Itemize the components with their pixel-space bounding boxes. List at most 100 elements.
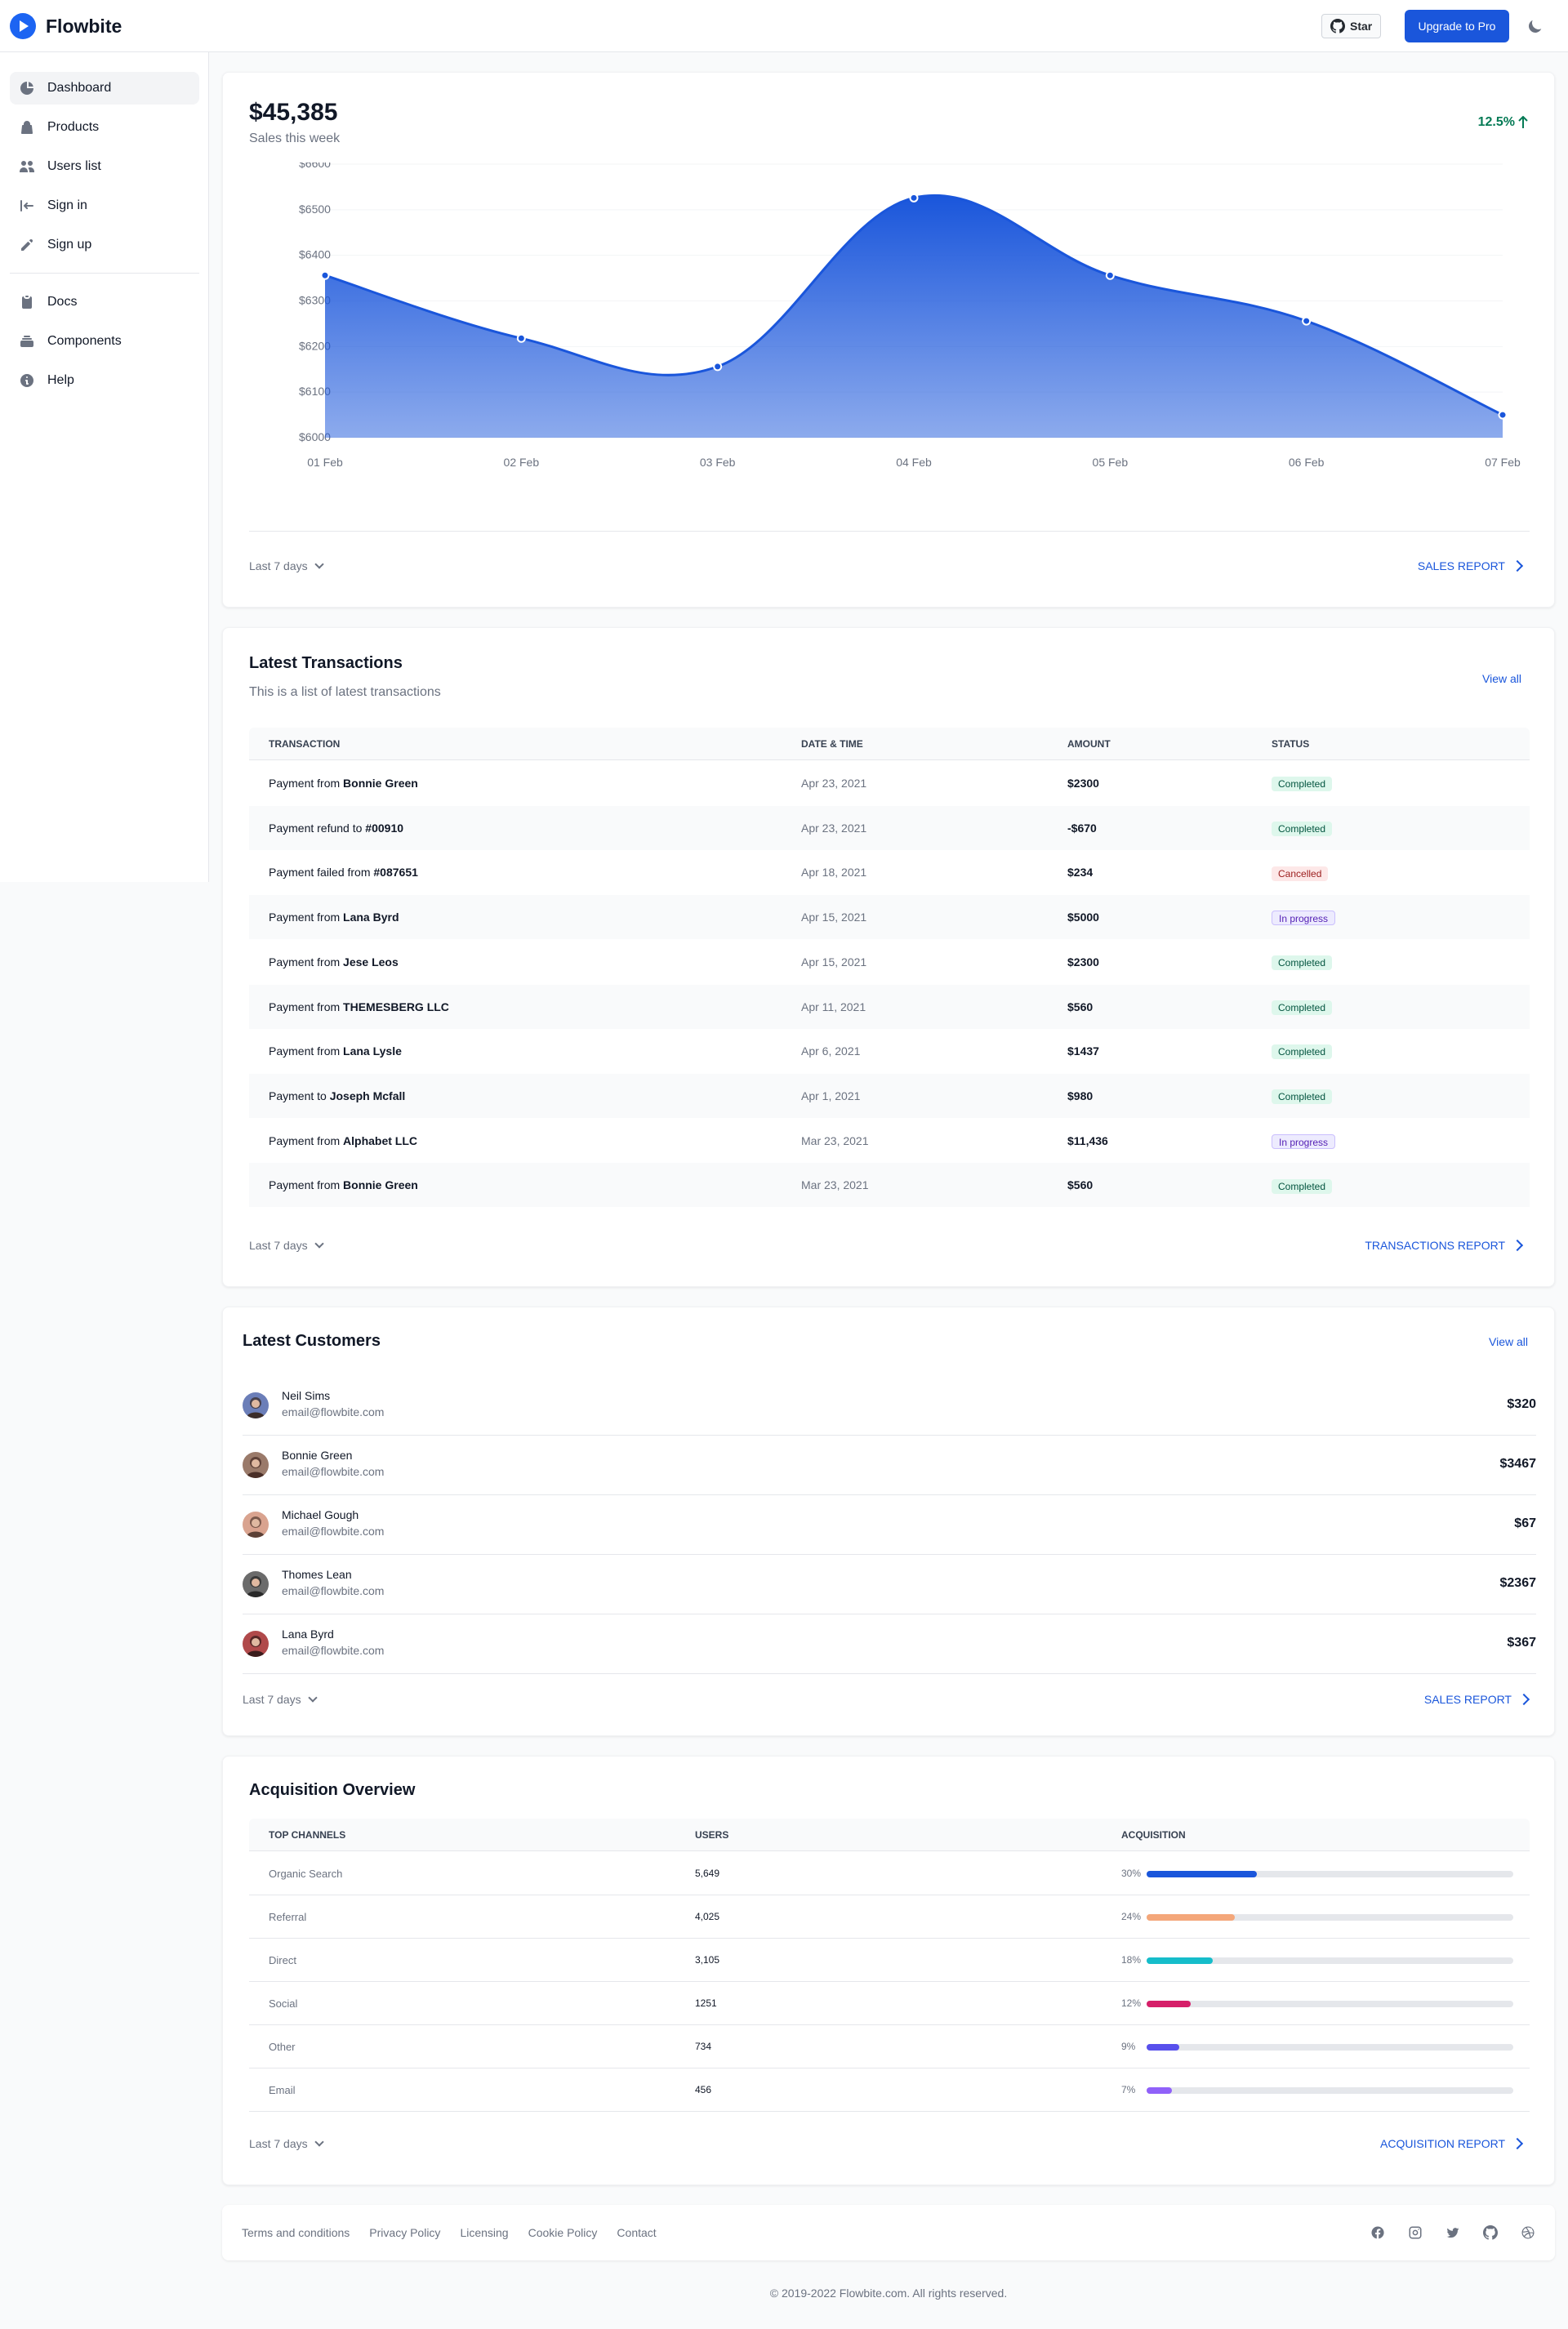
sidebar-item-help[interactable]: Help — [10, 364, 199, 397]
customers-report-link[interactable]: SALES REPORT — [1424, 1693, 1530, 1706]
transaction-status-cell: Completed — [1272, 940, 1333, 984]
customers-card: Latest Customers View all Neil Sims email… — [222, 1307, 1555, 1736]
transactions-card: Latest Transactions This is a list of la… — [222, 627, 1555, 1287]
sidebar-item-label: Sign in — [47, 198, 87, 212]
sidebar-item-sign-up[interactable]: Sign up — [10, 229, 199, 261]
transaction-date: Apr 1, 2021 — [801, 1089, 861, 1102]
channel-users: 3,105 — [695, 1954, 720, 1966]
transaction-desc: Payment failed from #087651 — [269, 850, 418, 894]
star-label: Star — [1350, 20, 1373, 33]
transaction-desc: Payment from Bonnie Green — [269, 1163, 418, 1207]
footer-link-contact[interactable]: Contact — [617, 2226, 657, 2239]
sidebar-item-dashboard[interactable]: Dashboard — [10, 72, 199, 105]
status-badge: Completed — [1272, 1178, 1333, 1194]
github-star-button[interactable]: Star — [1321, 14, 1382, 38]
progress-fill — [1147, 2044, 1179, 2051]
table-row: Payment refund to #00910 Apr 23, 2021 -$67… — [249, 805, 1530, 850]
collection-icon — [18, 332, 36, 350]
users-icon — [18, 158, 36, 176]
data-point[interactable] — [516, 333, 526, 343]
channel-name: Direct — [269, 1954, 296, 1966]
dribbble-icon[interactable] — [1521, 2225, 1535, 2240]
x-tick-label: 04 Feb — [896, 456, 932, 469]
transaction-prefix: Payment from — [269, 777, 344, 790]
transaction-status-cell: Completed — [1272, 1074, 1333, 1118]
sidebar-item-components[interactable]: Components — [10, 325, 199, 358]
page-footer: Terms and conditions Privacy Policy Lice… — [222, 2205, 1555, 2260]
transaction-amount: $1437 — [1067, 1044, 1099, 1058]
status-badge: Completed — [1272, 1044, 1333, 1060]
sidebar-item-users[interactable]: Users list — [10, 150, 199, 183]
transaction-prefix: Payment from — [269, 1133, 344, 1147]
status-badge: Completed — [1272, 955, 1333, 971]
moon-icon[interactable] — [1527, 18, 1544, 34]
transaction-party: #087651 — [373, 866, 418, 879]
customer-amount: $320 — [1507, 1397, 1536, 1411]
transactions-report-link[interactable]: TRANSACTIONS REPORT — [1365, 1239, 1524, 1252]
table-row: Payment from THEMESBERG LLC Apr 11, 2021 $… — [249, 984, 1530, 1029]
transaction-amount: $2300 — [1067, 955, 1099, 969]
sidebar-item-docs[interactable]: Docs — [10, 286, 199, 318]
range-label: Last 7 days — [249, 2137, 308, 2150]
transaction-party: Joseph Mcfall — [329, 1089, 406, 1102]
transaction-party: Jese Leos — [343, 955, 399, 969]
transaction-date: Apr 11, 2021 — [801, 1000, 866, 1013]
customers-view-all[interactable]: View all — [1489, 1335, 1528, 1348]
table-row: Payment from Bonnie Green Apr 23, 2021 $23… — [249, 761, 1530, 805]
footer-link-licensing[interactable]: Licensing — [460, 2226, 509, 2239]
transactions-view-all[interactable]: View all — [1482, 672, 1521, 685]
customer-name: Thomes Lean — [282, 1568, 352, 1581]
table-row: Payment from Lana Lysle Apr 6, 2021 $1437 C… — [249, 1029, 1530, 1073]
chevron-down-icon — [314, 2137, 324, 2147]
transaction-amount: $560 — [1067, 1000, 1094, 1013]
table-row: Organic Search 5,649 30% — [249, 1852, 1530, 1895]
data-point[interactable] — [1498, 410, 1508, 420]
facebook-icon[interactable] — [1370, 2225, 1385, 2240]
transaction-party: THEMESBERG LLC — [343, 1000, 449, 1013]
table-row: Referral 4,025 24% — [249, 1895, 1530, 1939]
report-label: ACQUISITION REPORT — [1380, 2137, 1505, 2150]
transactions-range-dropdown[interactable]: Last 7 days — [249, 1239, 324, 1252]
customer-email: email@flowbite.com — [282, 1644, 385, 1657]
transaction-prefix: Payment from — [269, 911, 344, 924]
sales-report-link[interactable]: SALES REPORT — [1418, 559, 1524, 572]
acquisition-report-link[interactable]: ACQUISITION REPORT — [1380, 2137, 1524, 2150]
x-tick-label: 07 Feb — [1485, 456, 1521, 469]
data-point[interactable] — [1302, 316, 1312, 326]
brand-link[interactable]: Flowbite — [10, 13, 122, 39]
y-tick-label: $6000 — [299, 430, 331, 443]
data-point[interactable] — [320, 270, 330, 280]
sales-subtitle: Sales this week — [249, 131, 341, 145]
customer-email: email@flowbite.com — [282, 1525, 385, 1538]
sidebar-divider — [10, 273, 199, 274]
x-tick-label: 06 Feb — [1289, 456, 1325, 469]
sidebar-item-label: Docs — [47, 295, 78, 309]
customer-email: email@flowbite.com — [282, 1584, 385, 1597]
data-point[interactable] — [909, 193, 919, 203]
status-badge: In progress — [1272, 911, 1336, 926]
data-point[interactable] — [713, 362, 723, 372]
sales-range-dropdown[interactable]: Last 7 days — [249, 559, 324, 572]
twitter-icon[interactable] — [1446, 2225, 1460, 2240]
sidebar-item-products[interactable]: Products — [10, 111, 199, 144]
acquisition-range-dropdown[interactable]: Last 7 days — [249, 2137, 324, 2150]
channel-percent: 12% — [1121, 1997, 1142, 2009]
channel-users: 1251 — [695, 1997, 717, 2009]
instagram-icon[interactable] — [1408, 2225, 1423, 2240]
footer-link-cookie[interactable]: Cookie Policy — [528, 2226, 598, 2239]
transaction-desc: Payment from Lana Lysle — [269, 1029, 402, 1073]
col-acquisition: Acquisition — [1121, 1829, 1186, 1841]
transaction-amount: $234 — [1067, 866, 1094, 879]
upgrade-button[interactable]: Upgrade to Pro — [1405, 10, 1509, 42]
status-badge: Completed — [1272, 777, 1333, 792]
sidebar-item-sign-in[interactable]: Sign in — [10, 189, 199, 222]
customers-range-dropdown[interactable]: Last 7 days — [243, 1693, 318, 1706]
footer-link-terms[interactable]: Terms and conditions — [242, 2226, 350, 2239]
github-icon[interactable] — [1483, 2225, 1498, 2240]
chevron-right-icon — [1511, 559, 1524, 572]
data-point[interactable] — [1105, 270, 1115, 280]
footer-link-privacy[interactable]: Privacy Policy — [369, 2226, 441, 2239]
transaction-desc: Payment from Bonnie Green — [269, 761, 418, 805]
y-tick-label: $6600 — [299, 163, 331, 170]
sales-total: $45,385 — [249, 99, 338, 126]
